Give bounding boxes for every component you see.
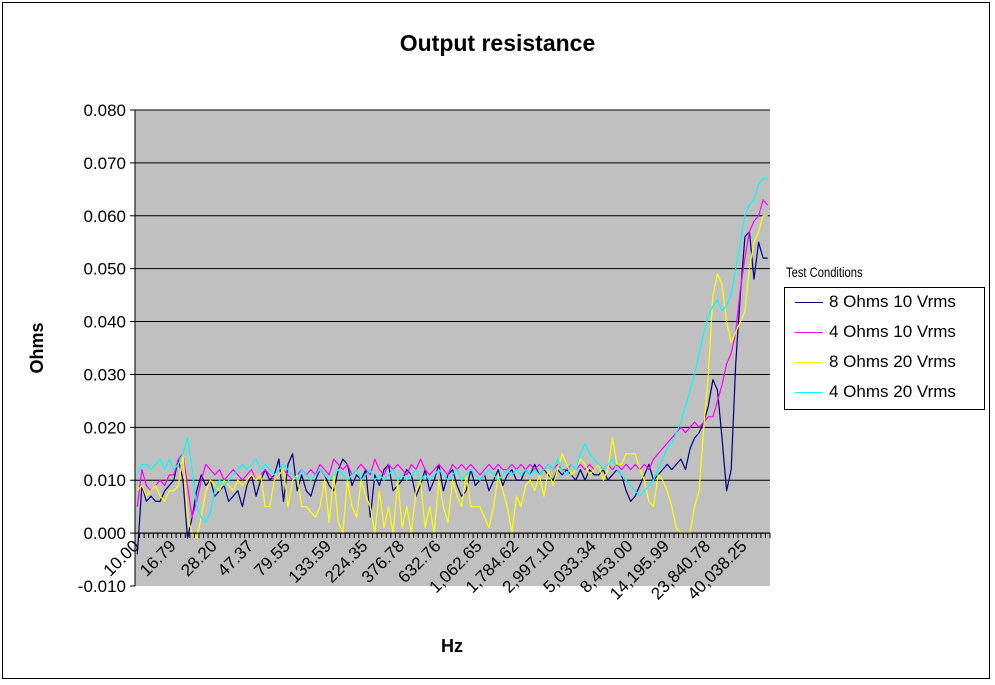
y-axis-title: Ohms: [27, 322, 47, 373]
chart-title: Output resistance: [399, 30, 596, 56]
legend-swatch-2: [795, 362, 823, 363]
legend-label-1: 4 Ohms 10 Vrms: [829, 322, 956, 341]
legend-swatch-1: [795, 332, 823, 333]
series-line-0: [136, 231, 768, 555]
y-tick-label: 0.070: [83, 154, 126, 173]
legend-swatch-0: [795, 302, 823, 303]
legend-item: 8 Ohms 10 Vrms: [791, 288, 986, 318]
y-tick-label: -0.010: [78, 577, 126, 596]
y-tick-label: 0.040: [83, 313, 126, 332]
y-tick-label: 0.060: [83, 207, 126, 226]
y-tick-label: 0.020: [83, 418, 126, 437]
legend-item: 8 Ohms 20 Vrms: [791, 348, 986, 378]
legend-title: Test Conditions: [786, 264, 863, 280]
legend-label-0: 8 Ohms 10 Vrms: [829, 292, 956, 311]
legend-swatch-3: [795, 392, 823, 393]
series-line-2: [136, 215, 768, 540]
legend-item: 4 Ohms 10 Vrms: [791, 318, 986, 348]
y-tick-label: 0.050: [83, 260, 126, 279]
legend: 8 Ohms 10 Vrms 4 Ohms 10 Vrms 8 Ohms 20 …: [784, 287, 985, 410]
series-line-1: [136, 199, 769, 518]
y-tick-label: 0.000: [83, 524, 126, 543]
plot-area: [135, 110, 770, 586]
legend-label-2: 8 Ohms 20 Vrms: [829, 352, 956, 371]
series-line-3: [136, 178, 768, 524]
legend-item: 4 Ohms 20 Vrms: [791, 378, 986, 408]
x-axis-title: Hz: [441, 636, 463, 656]
y-tick-label: 0.030: [83, 365, 126, 384]
y-tick-label: 0.010: [83, 471, 126, 490]
legend-label-3: 4 Ohms 20 Vrms: [829, 382, 956, 401]
y-tick-label: 0.080: [83, 101, 126, 120]
